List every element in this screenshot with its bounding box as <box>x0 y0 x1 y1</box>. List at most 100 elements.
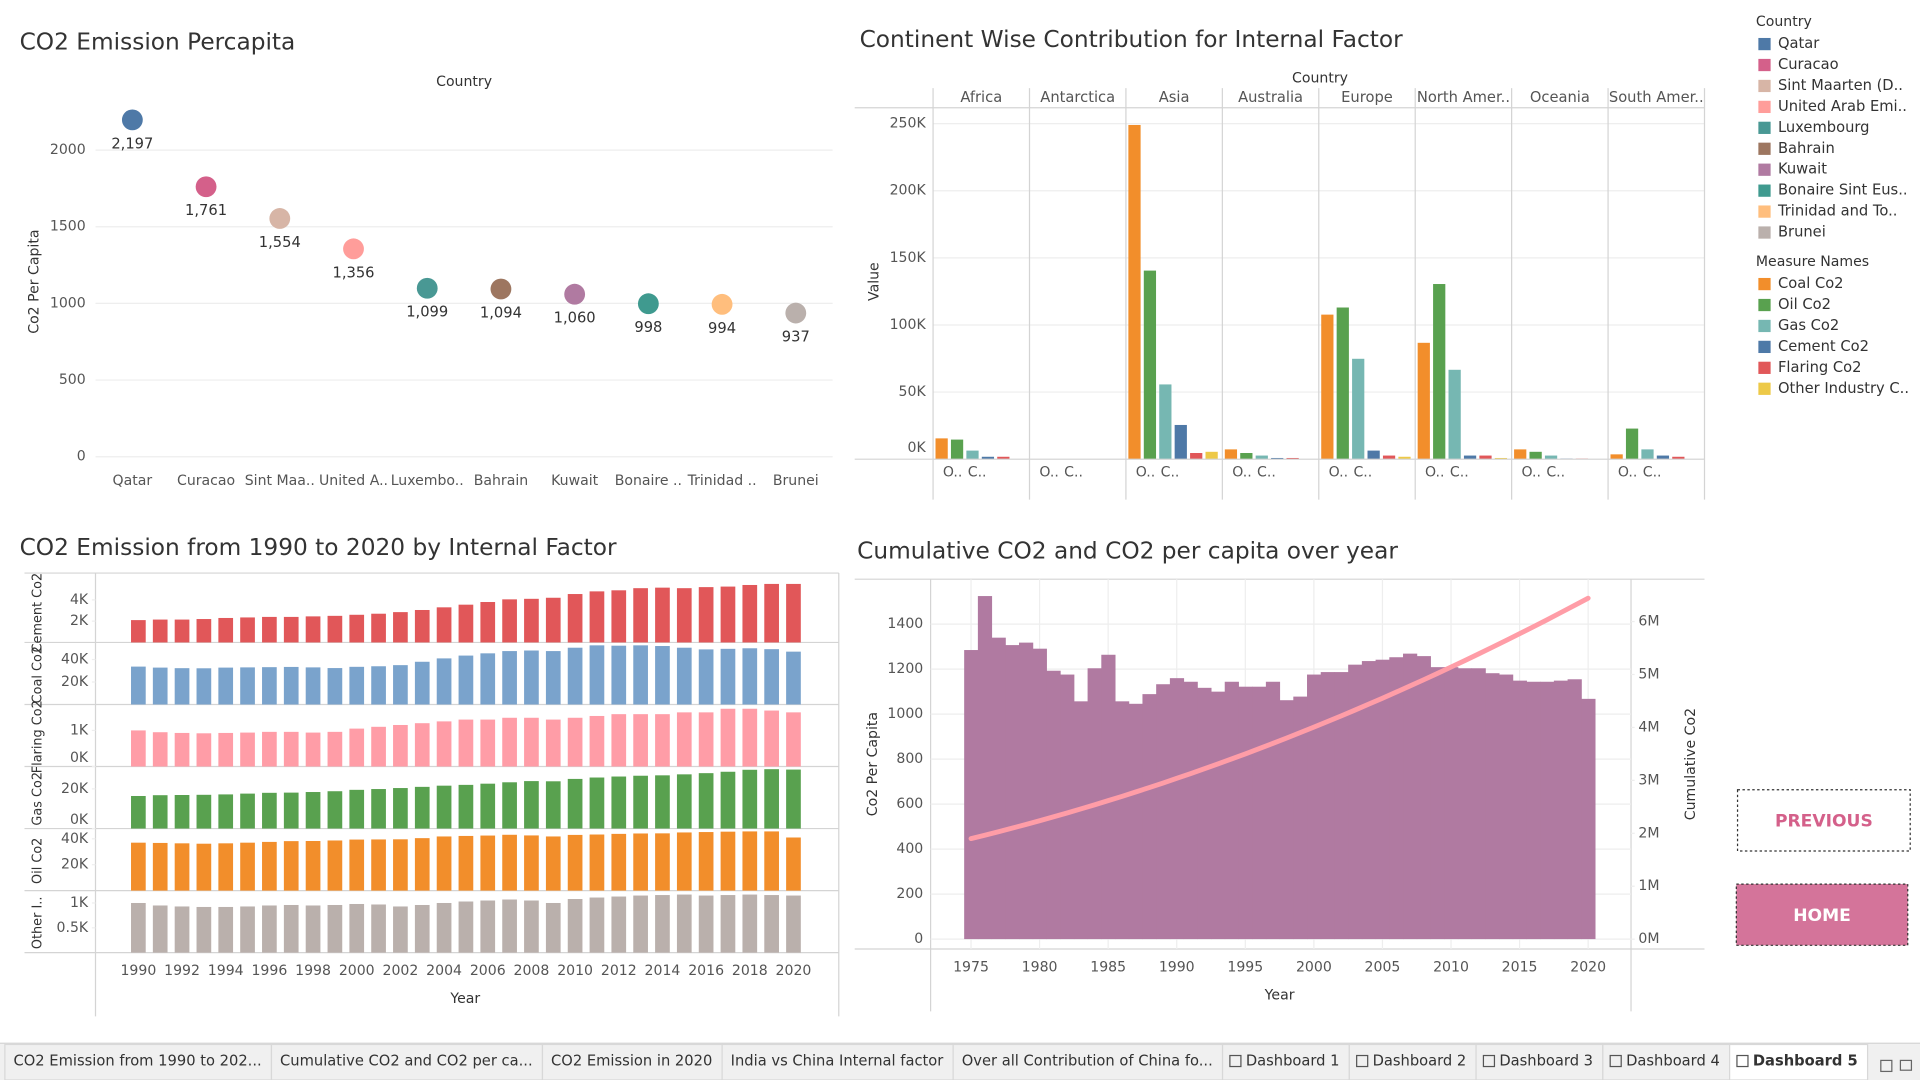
y-tick-label: 50K <box>899 384 927 400</box>
tab-label[interactable]: Dashboard 5 <box>1753 1053 1858 1070</box>
bar <box>676 647 692 705</box>
tab-label[interactable]: Dashboard 2 <box>1373 1053 1467 1070</box>
area-step <box>1279 700 1294 940</box>
bar <box>240 732 255 767</box>
tab-label[interactable]: Dashboard 1 <box>1246 1053 1340 1070</box>
tab-label[interactable]: CO2 Emission in 2020 <box>551 1053 712 1070</box>
bar <box>524 835 539 891</box>
bar <box>786 769 801 829</box>
x-tick-label: 1985 <box>1090 959 1126 975</box>
area-step <box>1375 659 1390 940</box>
legend-label: Cement Co2 <box>1778 338 1869 355</box>
previous-label[interactable]: PREVIOUS <box>1775 812 1873 832</box>
bar <box>589 834 605 891</box>
bar <box>611 896 627 953</box>
bar <box>371 726 386 767</box>
dot <box>785 302 807 324</box>
legend-swatch <box>1758 58 1771 72</box>
tab[interactable]: Dashboard 1 <box>1221 1043 1350 1080</box>
area-step <box>1334 672 1349 940</box>
area-step <box>1169 678 1185 940</box>
y-tick-label: 20K <box>61 857 89 873</box>
y2-tick-label: 4M <box>1638 719 1659 735</box>
x-tick-label: C.. <box>1353 465 1372 481</box>
x-tick-label: 2008 <box>514 963 550 979</box>
home-label[interactable]: HOME <box>1793 906 1851 926</box>
x-tick-label: 2010 <box>1433 959 1469 975</box>
bar <box>1382 455 1396 460</box>
y-tick-label: 1000 <box>50 295 86 311</box>
x-tick-label: O.. <box>1039 465 1058 481</box>
bar <box>720 771 736 829</box>
x-tick-label: 1990 <box>120 963 156 979</box>
tab-label[interactable]: Over all Contribution of China fo... <box>962 1053 1213 1070</box>
area-step <box>1457 668 1473 940</box>
home-button[interactable] <box>1735 883 1909 946</box>
dot <box>637 293 659 315</box>
bar <box>283 731 299 767</box>
tab[interactable]: India vs China Internal factor <box>721 1043 954 1080</box>
area-step <box>1224 681 1239 940</box>
tab[interactable]: Cumulative CO2 and CO2 per ca... <box>270 1043 544 1080</box>
bar <box>262 667 277 705</box>
data-label: 937 <box>782 329 810 346</box>
bar <box>524 717 539 767</box>
area-step <box>1101 654 1116 940</box>
bar <box>545 836 561 891</box>
y-tick-label: 20K <box>61 781 89 797</box>
tab-label[interactable]: CO2 Emission from 1990 to 202... <box>13 1053 261 1070</box>
x-tick-label: 1994 <box>208 963 244 979</box>
bar <box>567 647 583 705</box>
tab-label[interactable]: Dashboard 4 <box>1626 1053 1720 1070</box>
bar <box>720 648 736 705</box>
tab[interactable]: Over all Contribution of China fo... <box>952 1043 1224 1080</box>
bar <box>218 906 234 953</box>
legend-swatch <box>1758 100 1771 114</box>
legend-label: Bahrain <box>1778 140 1835 157</box>
nav-icon[interactable] <box>1899 1059 1913 1071</box>
tab[interactable]: Dashboard 5 <box>1728 1043 1869 1080</box>
bar <box>742 584 758 643</box>
y2-tick-label: 0M <box>1638 931 1659 947</box>
pane-header: North Amer.. <box>1417 89 1510 106</box>
y-tick-label: 100K <box>890 317 927 333</box>
area-step <box>1444 667 1459 940</box>
y-tick-label: 4K <box>70 592 89 608</box>
area-step <box>1471 668 1486 940</box>
bar <box>414 723 430 767</box>
y2-tick-label: 3M <box>1638 772 1659 788</box>
area-step <box>1540 681 1555 940</box>
area-step <box>1238 686 1253 940</box>
tab-label[interactable]: India vs China Internal factor <box>731 1053 945 1070</box>
legend-label: Sint Maarten (D.. <box>1778 77 1903 94</box>
y-tick-label: 400 <box>896 841 923 857</box>
bar <box>524 598 539 643</box>
y-tick-label: 1K <box>70 895 89 911</box>
legend-swatch <box>1758 340 1771 354</box>
tab[interactable]: CO2 Emission from 1990 to 202... <box>4 1043 273 1080</box>
legend-swatch <box>1758 298 1771 312</box>
nav-icon[interactable] <box>1880 1059 1893 1073</box>
legend-swatch <box>1758 205 1771 218</box>
tab[interactable]: Dashboard 3 <box>1475 1043 1604 1080</box>
area-step <box>1046 670 1061 940</box>
x-tick-label: Kuwait <box>551 473 599 489</box>
tab-label[interactable]: Cumulative CO2 and CO2 per ca... <box>280 1053 533 1070</box>
bar <box>502 651 517 705</box>
bar <box>611 714 627 767</box>
previous-button[interactable] <box>1736 789 1911 852</box>
bar <box>414 786 430 829</box>
tab[interactable]: CO2 Emission in 2020 <box>541 1043 723 1080</box>
tab-label[interactable]: Dashboard 3 <box>1499 1053 1593 1070</box>
x-tick-label: C.. <box>1064 465 1083 481</box>
x-tick-label: 2006 <box>470 963 506 979</box>
x-tick-label: 2000 <box>339 963 375 979</box>
bar <box>655 646 670 705</box>
bar <box>589 715 605 767</box>
tab[interactable]: Dashboard 4 <box>1602 1043 1731 1080</box>
data-label: 1,761 <box>185 202 227 219</box>
area-step <box>1403 653 1418 940</box>
tab[interactable]: Dashboard 2 <box>1348 1043 1477 1080</box>
bar <box>436 902 452 953</box>
